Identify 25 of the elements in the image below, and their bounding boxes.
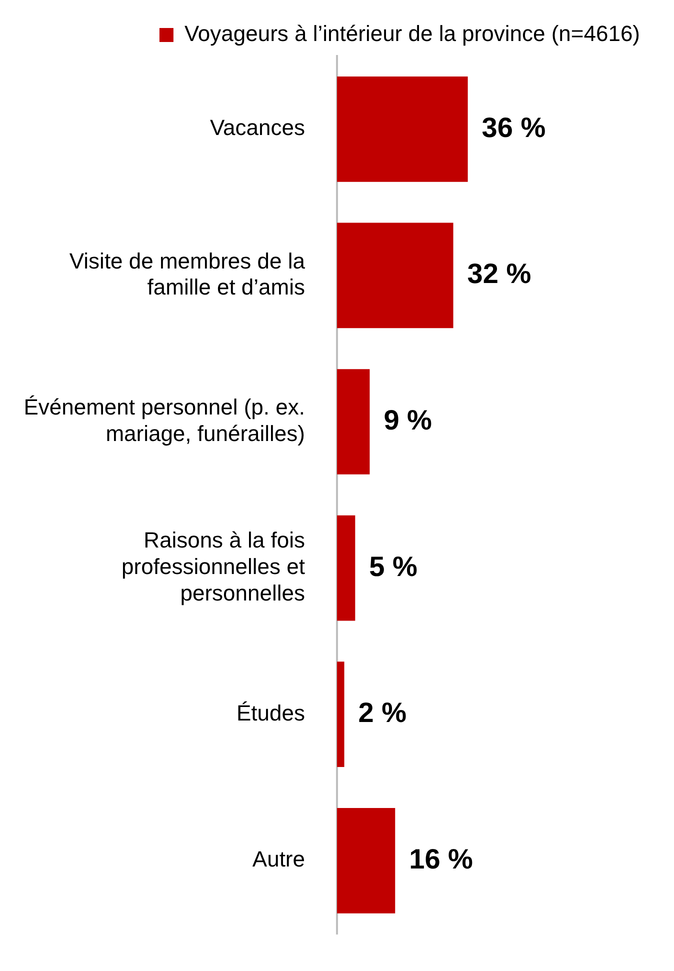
text: % [407, 404, 432, 436]
text: % [392, 550, 418, 582]
bar [337, 808, 396, 914]
text: % [382, 697, 407, 728]
y-tick-label: Visite de membres de la famille et d’amis [69, 248, 306, 300]
bar [337, 76, 468, 182]
bar [337, 369, 370, 474]
y-tick-label: Raisons à la fois professionnelles et personnelles [122, 528, 305, 606]
y-tick-label: Événement personnel (p. ex. mariage, funérailles) [24, 394, 305, 446]
bar [337, 222, 454, 328]
data-label: 36 [482, 112, 513, 143]
text: % [506, 258, 532, 290]
y-tick-label: Études [236, 700, 305, 726]
data-label: 32 [467, 258, 498, 290]
y-tick-label: Autre [252, 846, 305, 872]
bar [337, 662, 344, 768]
bar [337, 515, 356, 621]
y-tick-label: Vacances [210, 115, 305, 140]
text: % [520, 112, 546, 143]
data-label: 9 [384, 404, 400, 436]
data-label: 16 [409, 843, 440, 874]
data-label: 5 [369, 550, 385, 582]
text: % [448, 843, 473, 874]
legend-label: Voyageurs à l’intérieur de la province (n=4616) [184, 21, 640, 46]
data-label: 2 [358, 697, 374, 728]
